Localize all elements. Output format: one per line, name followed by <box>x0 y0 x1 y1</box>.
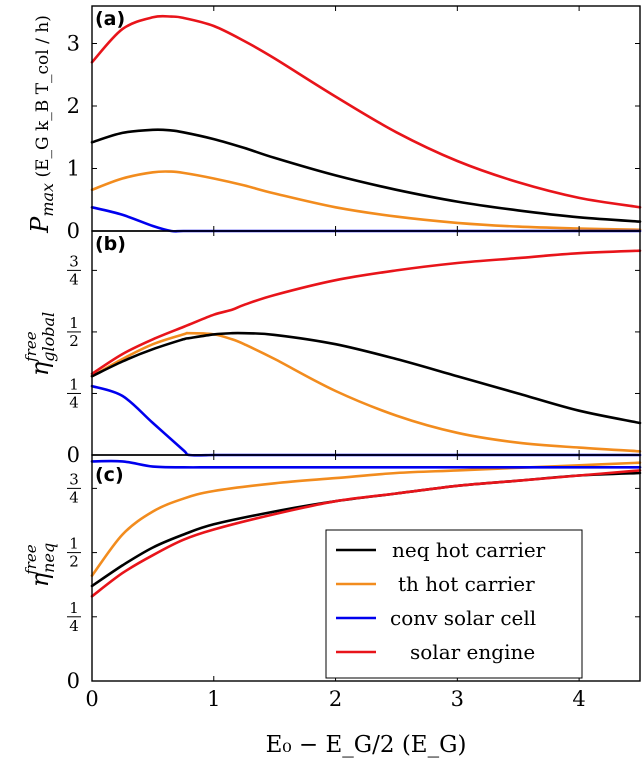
legend: neq hot carrier th hot carrier conv sola… <box>325 529 583 679</box>
panel-a-ylabel: Pmax (E_G k_B T_col / h) <box>26 15 57 234</box>
x-tick-label: 0 <box>85 687 98 711</box>
panel-b-ytick-den: 4 <box>69 393 79 411</box>
panel-c-ytick-num: 3 <box>69 470 79 488</box>
panel-c-ytick-label: 14 <box>67 599 81 635</box>
panel-c-ytick-num: 1 <box>69 535 79 553</box>
legend-label-conv-solar-cell: conv solar cell <box>390 606 536 630</box>
panel-b-ytick-label: 0 <box>67 443 80 467</box>
panel-b-ytick-num: 3 <box>69 252 79 270</box>
panel-c-series-solar-engine <box>90 469 642 598</box>
panel-a-ytick-label: 3 <box>67 32 80 56</box>
panel-a-frame <box>91 5 641 232</box>
x-tick-label: 4 <box>572 687 585 711</box>
panel-c-ytick-label: 34 <box>67 470 81 506</box>
panel-a-series-solar-engine <box>90 14 642 209</box>
panel-c-ytick-den: 4 <box>69 617 79 635</box>
panel-c-ytick-den: 2 <box>69 553 79 571</box>
legend-box <box>325 529 583 679</box>
panel-c-ytick-den: 4 <box>69 488 79 506</box>
panel-b-series-neq-hot-carrier <box>90 331 642 425</box>
panel-b-ytick-den: 2 <box>69 332 79 350</box>
x-tick-label: 1 <box>207 687 220 711</box>
x-tick-label: 2 <box>329 687 342 711</box>
panel-b-ytick-label: 14 <box>67 375 81 411</box>
panel-b-ytick-num: 1 <box>69 314 79 332</box>
panel-a-series-neq-hot-carrier <box>90 128 642 223</box>
legend-label-solar-engine: solar engine <box>410 640 535 664</box>
x-tick-label: 3 <box>451 687 464 711</box>
panel-b-ytick-label: 34 <box>67 252 81 288</box>
legend-label-th-hot-carrier: th hot carrier <box>398 572 535 596</box>
panel-b-ylabel: ηglobalfree <box>22 312 58 376</box>
panel-b-ytick-num: 1 <box>69 375 79 393</box>
panel-c-ylabel: ηneqfree <box>22 543 58 587</box>
x-axis: 0 1 2 3 4 <box>85 687 585 711</box>
panel-c-series-conv-solar-cell <box>90 459 642 469</box>
x-axis-title: E₀ − E_G/2 (E_G) <box>266 732 467 758</box>
panel-b-label: (b) <box>95 233 126 255</box>
panel-a-series-th-hot-carrier <box>90 170 642 232</box>
panel-c-frame <box>91 454 641 682</box>
panel-a-ytick-label: 0 <box>67 219 80 243</box>
panel-b-ytick-den: 4 <box>69 270 79 288</box>
panel-a-ytick-label: 2 <box>67 94 80 118</box>
panel-c-ytick-label: 12 <box>67 535 81 571</box>
panel-b-series-solar-engine <box>90 249 642 376</box>
panel-c-ytick-num: 1 <box>69 599 79 617</box>
panel-c-ytick-label: 0 <box>67 669 80 693</box>
panel-c-label: (c) <box>95 464 124 486</box>
panel-b-ytick-label: 12 <box>67 314 81 350</box>
panel-b-series-th-hot-carrier <box>90 331 642 453</box>
legend-label-neq-hot-carrier: neq hot carrier <box>392 538 546 562</box>
panel-a-label: (a) <box>95 8 125 30</box>
panel-a-ytick-label: 1 <box>67 157 80 181</box>
panel-a: (a) 0 1 2 3 Pmax (E_G k_B T_col / h) <box>26 5 642 243</box>
